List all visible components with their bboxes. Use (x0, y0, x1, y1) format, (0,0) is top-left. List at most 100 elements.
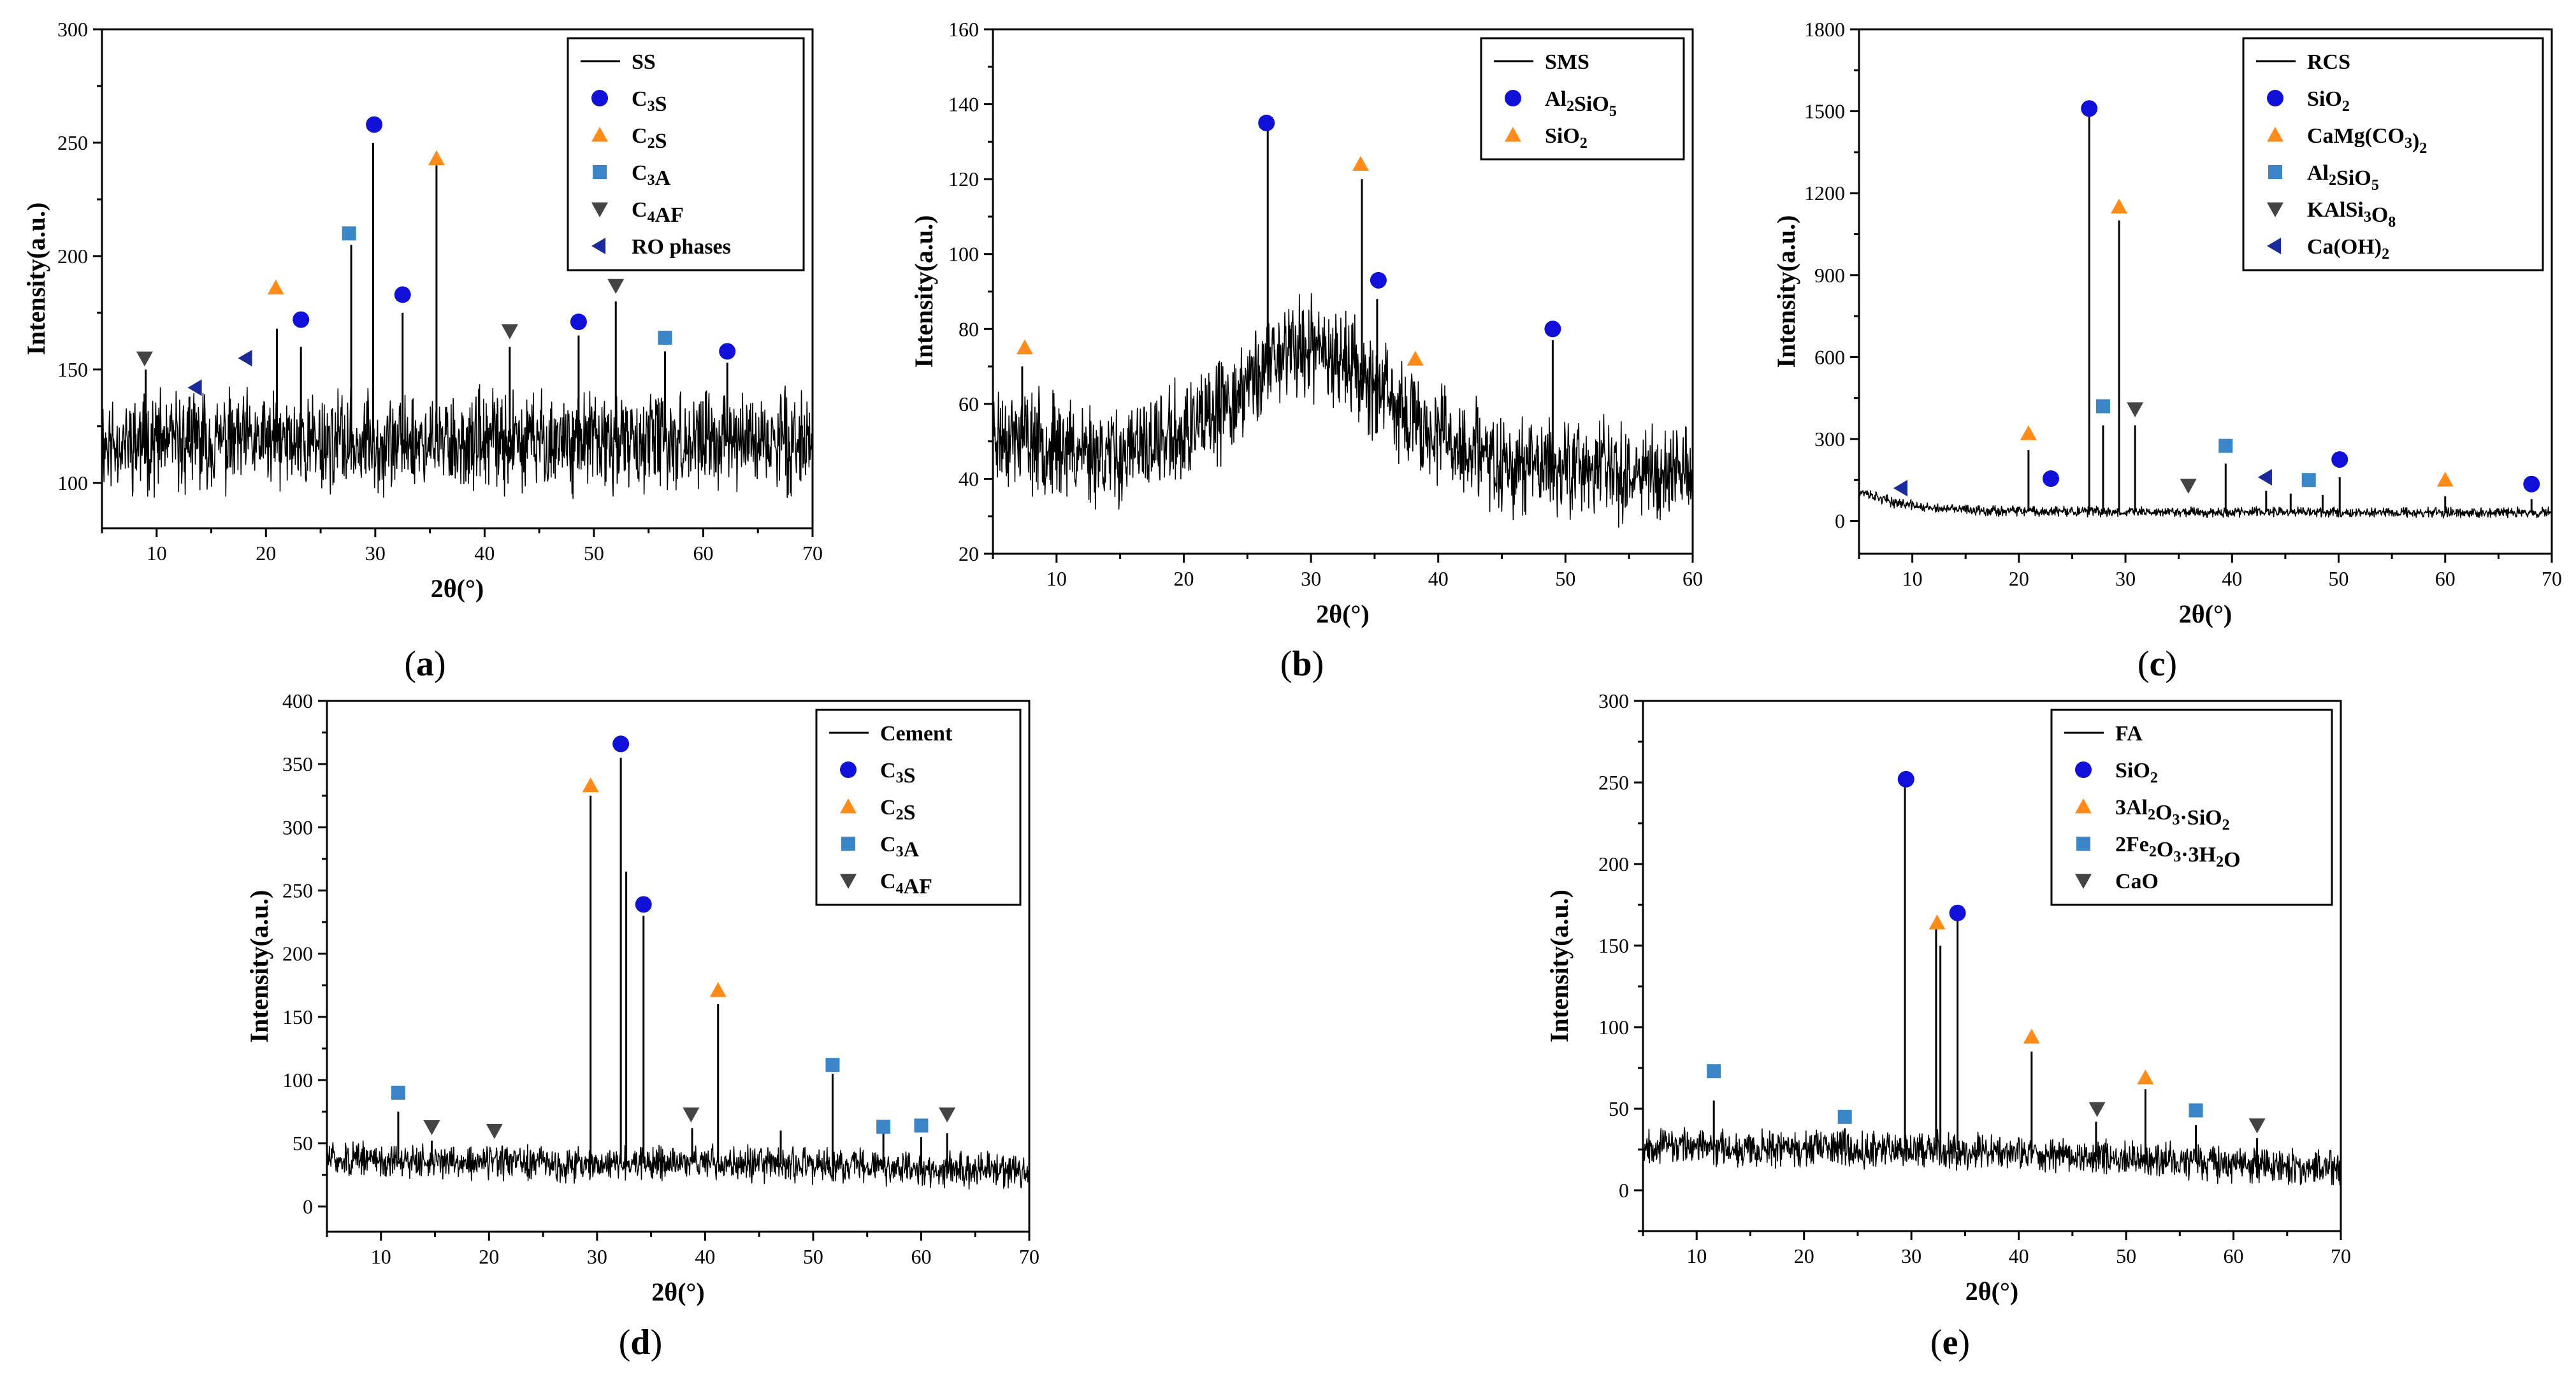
phase-marker-triangle-left (238, 350, 252, 366)
x-tick-label: 40 (1428, 567, 1449, 590)
y-tick-label: 120 (948, 168, 979, 191)
legend: SMS Al2SiO5 SiO2 (1481, 38, 1684, 159)
y-tick-label: 0 (1835, 510, 1845, 533)
y-tick-label: 150 (57, 358, 88, 381)
phase-marker-circle (293, 312, 309, 328)
xrd-trace (993, 294, 1693, 528)
y-tick-label: 100 (282, 1069, 313, 1092)
phase-marker-circle (1370, 272, 1387, 289)
x-tick-label: 70 (2542, 567, 2562, 590)
phase-marker-circle (366, 116, 382, 133)
x-tick-label: 50 (2329, 567, 2349, 590)
panel-label: (e) (1930, 1323, 1970, 1362)
phase-marker-triangle-left (1893, 480, 1907, 496)
x-tick-label: 30 (1301, 567, 1321, 590)
phase-marker-triangle-down (2180, 479, 2197, 493)
x-tick-label: 60 (911, 1245, 931, 1268)
phase-marker-circle (394, 286, 411, 303)
y-tick-label: 400 (282, 689, 313, 712)
legend-circle-swatch (2267, 90, 2283, 106)
y-tick-label: 100 (57, 472, 88, 494)
panel-label: (c) (2138, 644, 2177, 684)
phase-marker-circle (570, 314, 587, 330)
phase-marker-circle (1544, 321, 1561, 337)
panel-label: (b) (1280, 644, 1324, 684)
y-axis-label: Intensity(a.u.) (1545, 890, 1574, 1042)
phase-marker-triangle-up (710, 982, 727, 997)
phase-marker-triangle-up (1352, 156, 1369, 171)
phase-marker-circle (612, 735, 629, 752)
panel-label: (a) (404, 644, 445, 684)
phase-marker-triangle-down (939, 1107, 955, 1122)
phase-marker-square (2218, 439, 2232, 453)
y-tick-label: 300 (1598, 689, 1629, 712)
phase-marker-triangle-up (1017, 340, 1033, 354)
y-tick-label: 1800 (1804, 18, 1845, 41)
x-tick-label: 40 (2009, 1244, 2029, 1267)
xrd-trace (1643, 1127, 2341, 1185)
x-tick-label: 10 (1902, 567, 1923, 590)
panel-b: 10 20 30 40 50 60 20 40 60 80 100 120 140 160 2θ(°) Int… (909, 18, 1703, 684)
phase-marker-square (876, 1120, 890, 1134)
y-tick-label: 1200 (1804, 182, 1845, 205)
y-tick-label: 50 (1609, 1097, 1629, 1120)
x-axis-label: 2θ(°) (1316, 600, 1370, 628)
phase-marker-triangle-down (683, 1107, 699, 1122)
x-tick-label: 40 (2222, 567, 2242, 590)
y-tick-label: 160 (948, 18, 979, 41)
x-tick-label: 10 (371, 1245, 391, 1268)
x-tick-label: 20 (1173, 567, 1194, 590)
y-tick-label: 250 (57, 131, 88, 154)
phase-marker-triangle-up (1407, 350, 1424, 365)
legend-label: SS (632, 50, 656, 74)
panel-a: 10 20 30 40 50 60 701001502002503002θ(°)Intens… (22, 18, 823, 684)
phase-marker-triangle-up (2020, 425, 2037, 440)
legend-label: SMS (1545, 50, 1589, 74)
legend-square-swatch (841, 837, 855, 851)
phase-marker-square (391, 1086, 405, 1100)
phase-marker-triangle-up (1929, 914, 1946, 929)
y-tick-label: 0 (1619, 1179, 1629, 1202)
phase-marker-triangle-left (188, 379, 202, 396)
legend-circle-swatch (591, 90, 608, 106)
phase-marker-triangle-left (2258, 469, 2272, 486)
x-tick-label: 60 (2435, 567, 2456, 590)
legend-label: RO phases (632, 235, 731, 259)
x-tick-label: 30 (2115, 567, 2136, 590)
phase-marker-triangle-down (2127, 402, 2143, 417)
phase-marker-square (658, 331, 672, 345)
y-tick-label: 300 (57, 18, 88, 41)
panel-d: 10 20 30 40 50 60 700501001502002503003504002θ… (245, 689, 1039, 1362)
x-tick-label: 20 (479, 1245, 499, 1268)
phase-marker-triangle-up (582, 777, 599, 792)
phase-marker-triangle-down (486, 1124, 503, 1139)
y-tick-label: 20 (959, 542, 979, 565)
x-axis-label: 2θ(°) (1965, 1277, 2019, 1306)
y-axis-label: Intensity(a.u.) (245, 890, 273, 1042)
panel-label: (d) (619, 1323, 662, 1362)
phase-marker-triangle-down (607, 279, 624, 294)
xrd-trace (1859, 491, 2552, 518)
legend-circle-swatch (840, 761, 857, 778)
x-tick-label: 70 (802, 542, 823, 565)
y-tick-label: 60 (959, 393, 979, 415)
phase-marker-square (914, 1118, 928, 1132)
x-tick-label: 70 (2331, 1244, 2351, 1267)
y-axis-label: Intensity(a.u.) (1772, 215, 1800, 368)
y-tick-label: 40 (959, 467, 979, 490)
x-tick-label: 50 (803, 1245, 823, 1268)
y-tick-label: 200 (282, 942, 313, 965)
phase-marker-triangle-up (2023, 1028, 2040, 1043)
panel-c: 10 20 30 40 50 60 7003006009001200150018002θ(°… (1772, 18, 2562, 684)
phase-marker-circle (2331, 451, 2348, 468)
y-tick-label: 600 (1814, 345, 1845, 368)
phase-marker-square (1707, 1064, 1721, 1078)
y-axis-label: Intensity(a.u.) (909, 215, 938, 368)
phase-marker-triangle-up (2437, 472, 2454, 486)
phase-marker-triangle-up (2137, 1069, 2153, 1084)
x-tick-label: 60 (2224, 1244, 2244, 1267)
legend: FASiO23Al2O3·SiO22Fe2O3·3H2OCaO (2051, 710, 2332, 905)
legend-label: Cement (880, 722, 953, 746)
legend-square-swatch (2076, 837, 2090, 851)
x-tick-label: 50 (2116, 1244, 2136, 1267)
